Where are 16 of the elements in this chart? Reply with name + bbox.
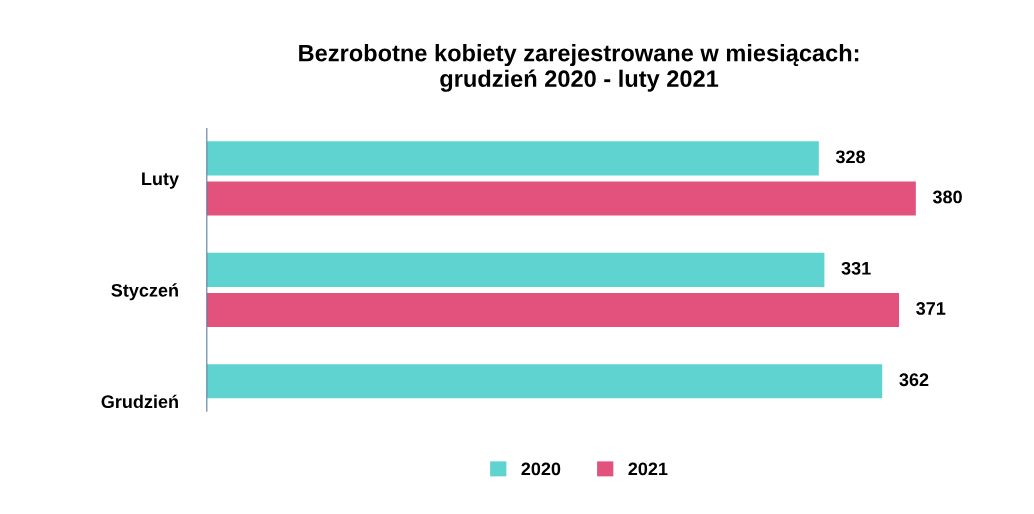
bar	[206, 252, 825, 287]
bar	[206, 364, 883, 399]
data-label: 331	[841, 261, 871, 275]
y-tick-label: Luty	[142, 172, 179, 189]
y-tick-label: Grudzień	[101, 394, 178, 409]
legend-label: 2021	[628, 462, 668, 476]
chart-title: Bezrobotne kobiety zarejestrowane w miesiącach: grudzień 2020 - luty 2021	[299, 44, 859, 92]
data-label: 371	[916, 302, 946, 315]
y-tick-label: Styczeń	[111, 283, 178, 301]
bar	[206, 292, 900, 328]
data-label: 362	[899, 373, 929, 387]
data-label: 380	[932, 190, 962, 204]
legend-label: 2020	[521, 462, 561, 476]
bar	[206, 181, 916, 216]
data-label: 328	[835, 150, 866, 164]
bar	[206, 141, 819, 176]
